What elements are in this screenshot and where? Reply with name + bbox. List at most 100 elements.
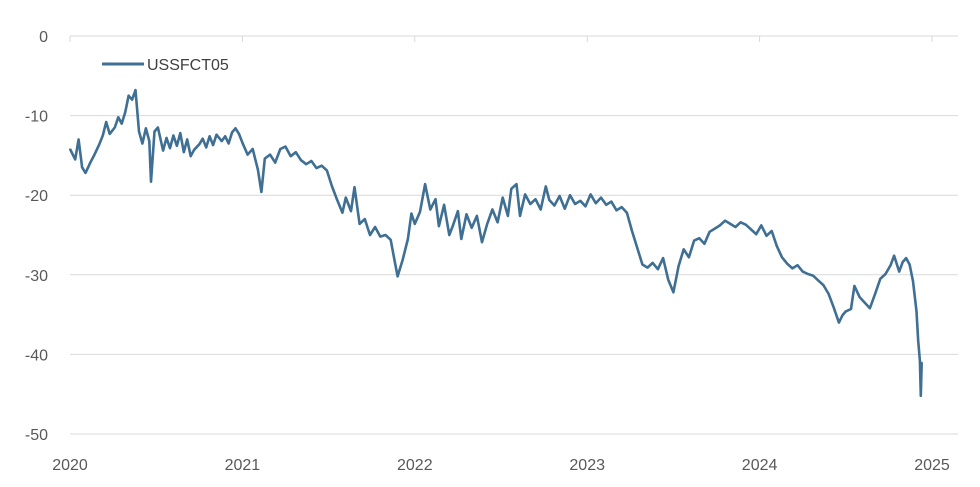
data-point — [898, 270, 900, 273]
data-point — [786, 262, 788, 265]
data-point — [315, 167, 318, 169]
data-point — [179, 132, 182, 134]
data-point — [215, 133, 218, 136]
data-point — [198, 143, 201, 146]
data-point — [589, 193, 592, 196]
data-point — [134, 89, 137, 91]
data-point — [93, 154, 95, 157]
data-point — [131, 98, 133, 101]
data-point — [176, 145, 178, 147]
data-point — [193, 149, 195, 151]
legend-label: USSFCT05 — [147, 57, 229, 74]
y-axis-ticks: 0 -10 -20 -30 -40 -50 — [25, 29, 48, 444]
data-point — [693, 239, 695, 242]
data-point — [698, 237, 701, 239]
data-point — [569, 194, 571, 196]
data-point — [879, 278, 882, 280]
data-point — [414, 223, 416, 225]
data-point — [641, 263, 644, 266]
data-point — [98, 143, 101, 146]
x-tick-label: 2024 — [742, 457, 778, 474]
data-point — [341, 211, 344, 214]
data-point — [150, 180, 152, 183]
data-point — [832, 306, 835, 309]
data-point — [81, 166, 83, 169]
data-point — [234, 127, 237, 130]
data-point — [424, 183, 426, 185]
data-point — [460, 238, 463, 240]
x-tick-label: 2020 — [52, 457, 88, 474]
data-point — [212, 144, 214, 146]
data-point — [165, 137, 168, 139]
data-point — [920, 361, 923, 364]
data-point — [765, 235, 768, 237]
data-point — [626, 211, 628, 214]
data-point — [915, 310, 918, 313]
data-point — [369, 234, 371, 236]
data-point — [310, 160, 313, 162]
data-point — [227, 142, 230, 145]
data-point — [89, 161, 92, 163]
data-point — [662, 257, 664, 259]
data-point — [486, 223, 489, 225]
data-point — [289, 155, 292, 157]
data-point — [838, 321, 840, 324]
data-point — [595, 202, 597, 204]
data-point — [515, 183, 518, 185]
data-point — [574, 203, 576, 205]
data-point — [858, 296, 861, 298]
data-point — [102, 134, 104, 137]
data-point — [845, 310, 847, 313]
data-point — [703, 243, 706, 245]
data-point — [145, 127, 147, 130]
data-point — [345, 196, 347, 199]
data-point — [534, 198, 537, 200]
data-point — [651, 262, 654, 264]
data-point — [755, 233, 757, 235]
data-point — [729, 223, 732, 225]
data-point — [507, 215, 509, 217]
data-point — [850, 308, 852, 310]
data-point — [807, 273, 809, 275]
data-point — [539, 208, 542, 211]
data-point — [812, 274, 814, 277]
data-point — [189, 155, 192, 157]
data-point — [501, 196, 504, 199]
data-point — [169, 147, 171, 149]
data-point — [138, 130, 140, 133]
data-point — [584, 205, 587, 208]
data-point — [491, 208, 494, 211]
data-point — [564, 207, 566, 210]
x-axis-ticks: 2020 2021 2022 2023 2024 2025 — [52, 36, 950, 474]
data-point — [739, 221, 742, 224]
data-point — [220, 140, 223, 142]
data-point — [105, 121, 107, 123]
data-point — [476, 215, 478, 217]
data-point — [874, 293, 876, 295]
data-point — [434, 198, 437, 200]
data-point — [636, 246, 638, 249]
data-point — [443, 204, 445, 206]
data-point — [241, 141, 244, 144]
x-tick-label: 2023 — [569, 457, 605, 474]
data-point — [558, 195, 561, 197]
data-point — [384, 234, 387, 236]
data-point — [300, 159, 302, 161]
data-point — [279, 148, 282, 150]
data-point — [682, 248, 685, 251]
data-point — [251, 148, 254, 150]
data-point — [201, 137, 204, 140]
data-point — [186, 138, 188, 141]
data-point — [124, 111, 126, 114]
data-point — [864, 301, 866, 304]
gridlines — [70, 35, 958, 435]
x-tick-label: 2025 — [914, 457, 950, 474]
data-point — [274, 161, 277, 164]
data-point — [69, 148, 71, 150]
data-point — [108, 133, 111, 135]
data-point — [407, 238, 409, 240]
data-point — [750, 228, 752, 231]
data-point — [708, 231, 711, 233]
data-point — [610, 200, 613, 203]
